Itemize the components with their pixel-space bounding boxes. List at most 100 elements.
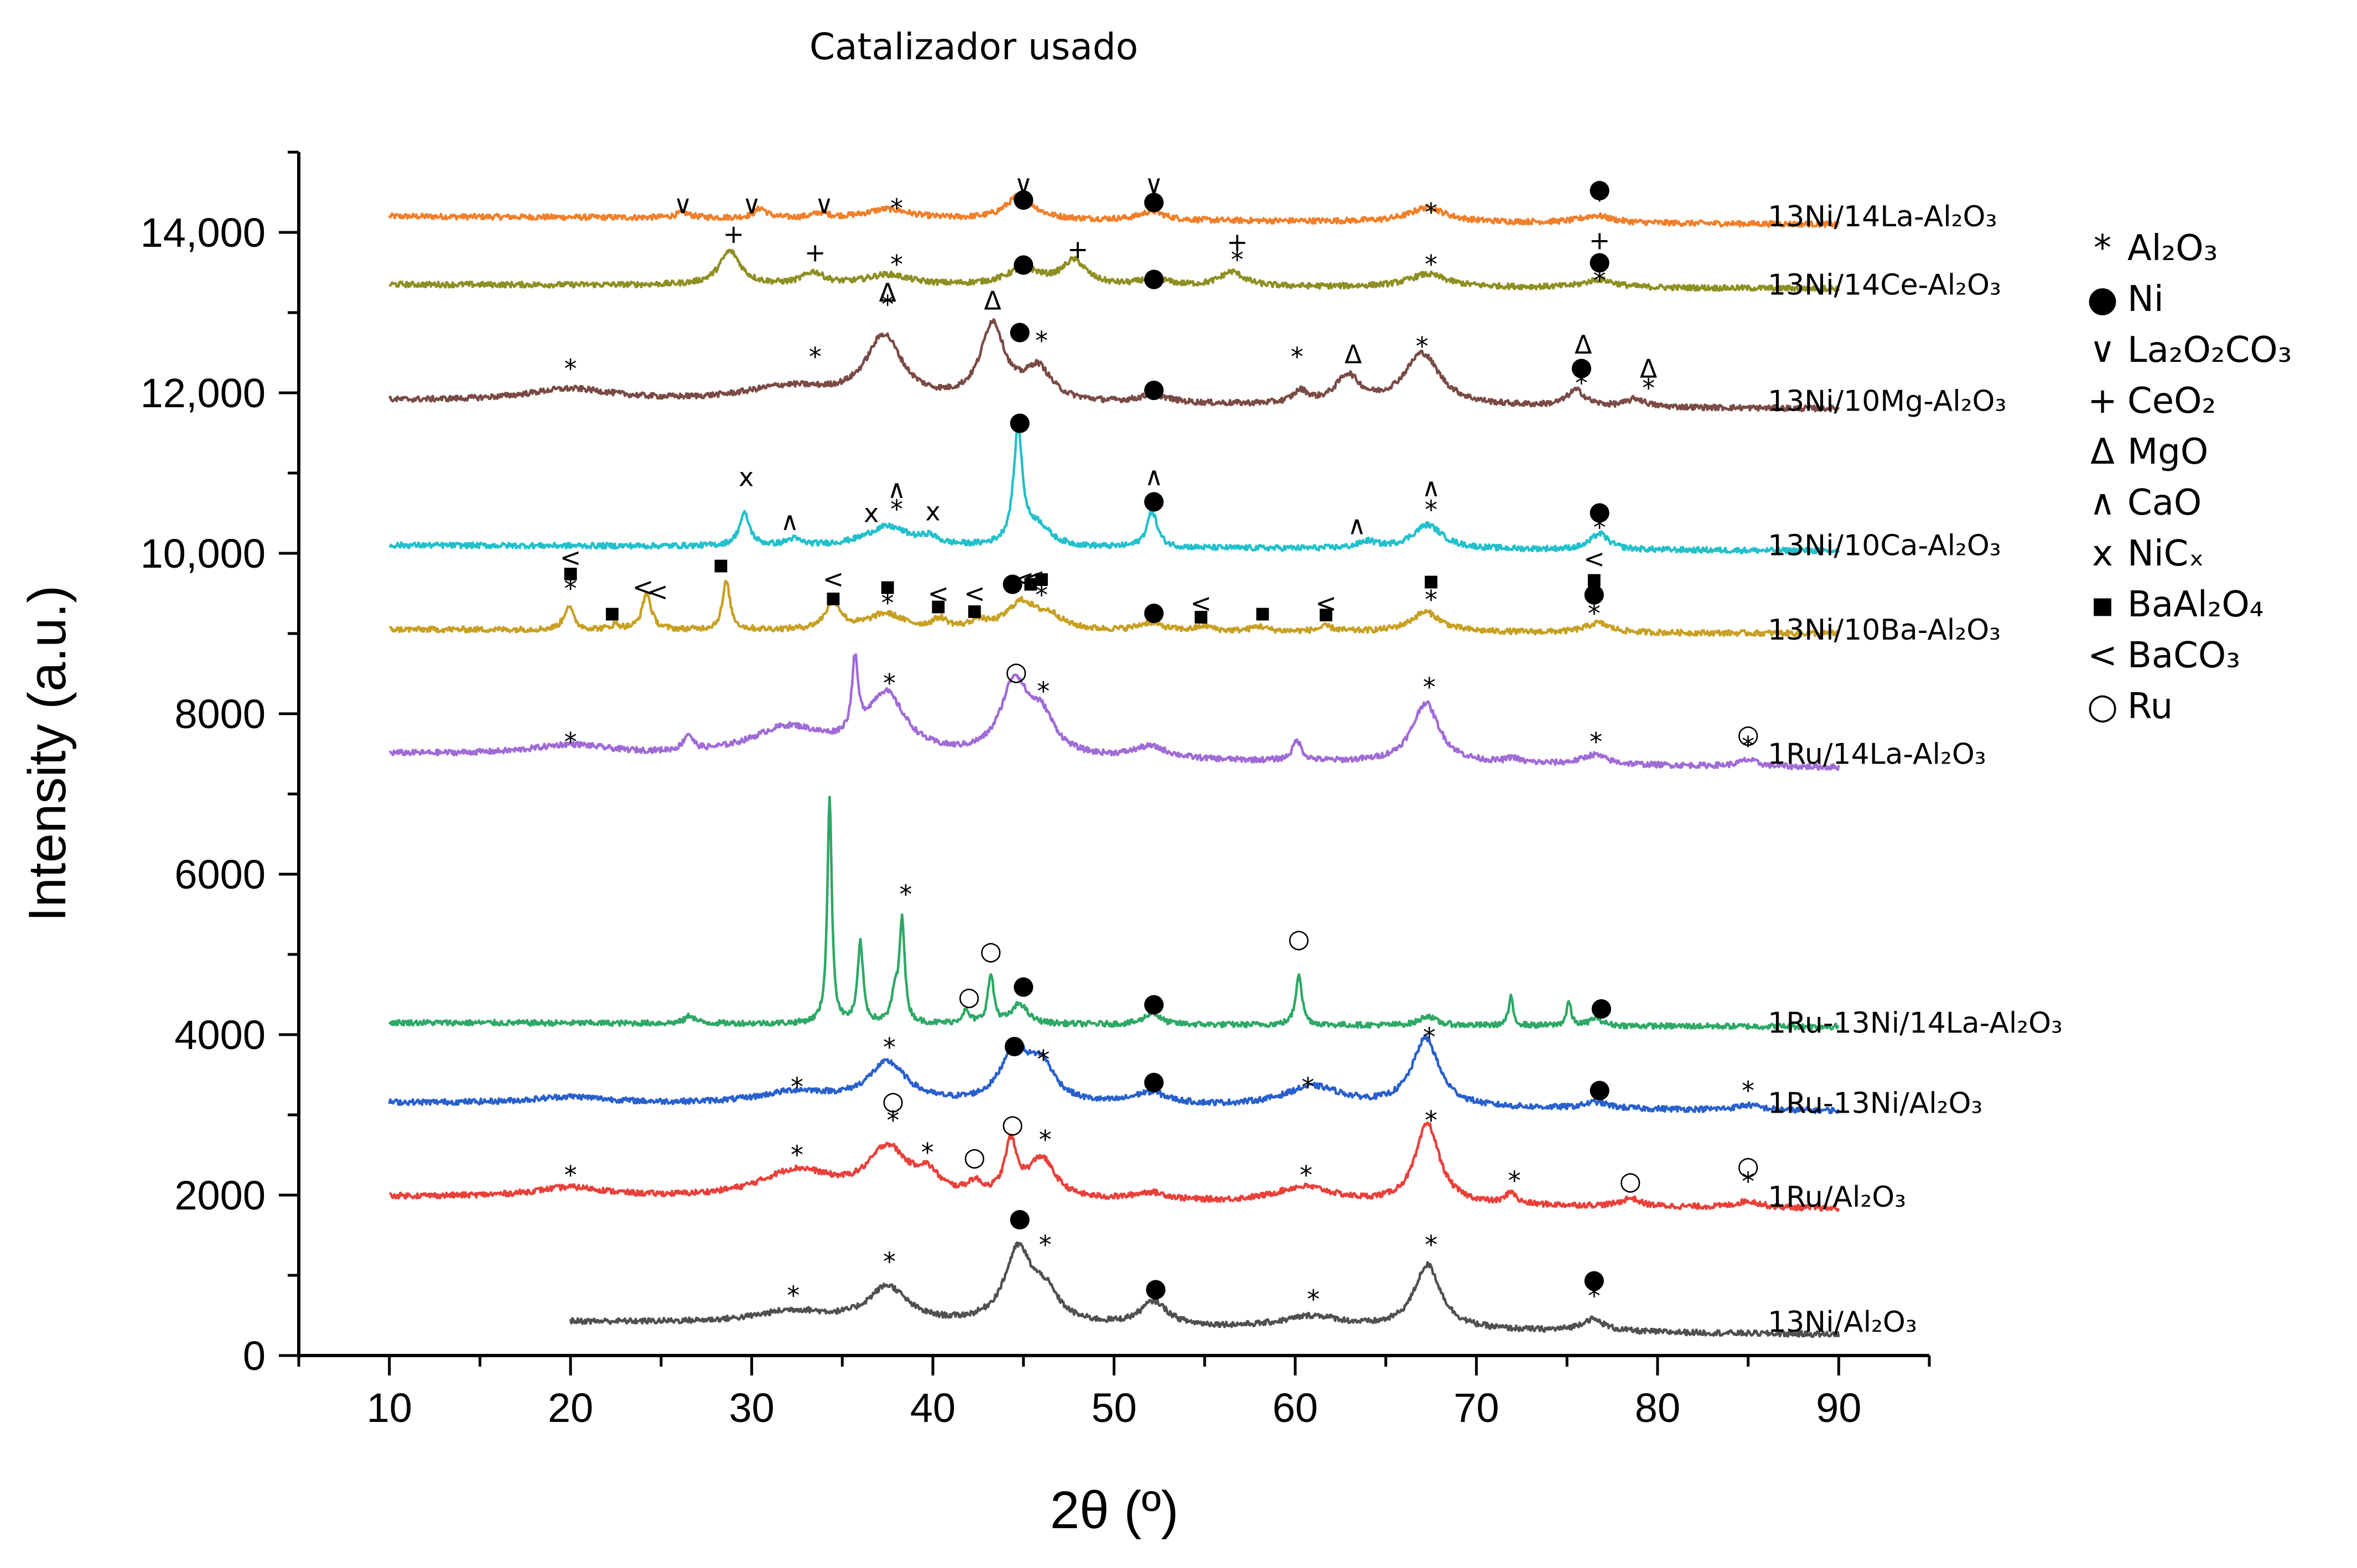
series-layer [388,191,1840,1338]
phase-marker: ▪ [1586,563,1603,593]
phase-marker: ▪ [604,597,621,627]
phase-marker: * [1590,727,1602,757]
chart-title: Catalizador usado [809,25,1138,68]
phase-marker: < [823,564,844,594]
phase-marker: * [1037,676,1050,706]
y-tick-label: 0 [243,1333,266,1379]
phase-marker: * [1588,599,1601,629]
phase-marker: ● [1583,578,1605,608]
phase-marker: ○ [980,936,1002,965]
phase-marker: ● [1143,988,1165,1017]
phase-marker: * [1231,245,1244,274]
phase-marker: * [1035,326,1048,356]
phase-marker: ● [1583,1264,1605,1294]
phase-marker: * [1588,1281,1601,1311]
phase-marker: ● [1013,183,1035,213]
x-tick-label: 70 [1453,1385,1499,1431]
x-tick-label: 60 [1273,1385,1318,1431]
phase-marker: x [739,462,754,492]
phase-marker: ● [1143,262,1165,292]
phase-marker: * [1508,1166,1521,1196]
marker-layer: ∨ ∨ ∨ *∨● ∨● *●*++ * ● +●+* *+●** *Δ* Δ● *●* Δ * Δ●* Δ*x… [560,169,1759,1315]
phase-marker: + [723,219,745,249]
phase-marker: ○ [1001,1109,1024,1139]
legend-label: Ru [2127,686,2173,727]
phase-marker: ● [1003,1029,1025,1059]
phase-marker: * [564,574,577,604]
phase-marker: ● [1143,485,1165,515]
phase-marker: * [887,1105,900,1135]
phase-marker: < [1190,588,1212,618]
x-tick-label: 40 [910,1385,956,1431]
legend-label: CaO [2127,482,2202,523]
phase-marker: ▪ [562,557,579,586]
phase-marker: ▪ [1022,567,1039,597]
legend-symbol: ∨ [2090,330,2116,371]
phase-marker: ● [1145,1273,1167,1302]
x-tick-label: 30 [729,1385,774,1431]
phase-marker: * [1301,1072,1314,1102]
phase-marker: ○ [1287,923,1310,953]
phase-marker: ▪ [966,595,983,625]
phase-marker: ● [1143,1066,1165,1095]
phase-marker: ● [1590,991,1612,1021]
phase-marker: * [1742,1166,1754,1196]
phase-marker: ● [1588,1073,1611,1103]
phase-marker: < [632,572,654,602]
y-ticks: 0 2000 4000 6000 8000 10,000 12,000 14,000 [141,150,299,1379]
legend-symbol: ○ [2087,686,2118,727]
phase-marker: ∨ [1014,169,1033,199]
phase-marker: ● [1009,315,1031,345]
phase-marker: x [925,497,940,527]
phase-marker: ○ [1737,719,1759,749]
phase-marker: ○ [958,981,980,1011]
series-label: 1Ru/Al₂O₃ [1768,1181,1906,1214]
phase-marker: + [1227,227,1248,257]
legend-symbol: x [2092,533,2113,574]
series-label: 1Ru-13Ni/14La-Al₂O₃ [1768,1006,2063,1040]
phase-marker: * [883,1032,896,1062]
x-tick-label: 20 [548,1385,593,1431]
legend-label: Al₂O₃ [2127,228,2218,269]
phase-marker: Δ [1640,354,1658,384]
phase-marker: ○ [1005,656,1027,686]
phase-marker: < [1315,588,1337,618]
series-label: 13Ni/Al₂O₃ [1768,1306,1917,1339]
y-tick-label: 8000 [174,691,266,737]
x-tick-label: 10 [367,1385,412,1431]
phase-marker: * [1425,1230,1437,1260]
phase-marker: * [890,494,903,524]
y-tick-label: 12,000 [141,370,266,416]
phase-marker: * [809,342,822,372]
phase-marker: * [1425,1105,1437,1135]
series-label: 13Ni/14Ce-Al₂O₃ [1768,268,2001,302]
legend-label: CeO₂ [2127,381,2216,422]
series-line-5 [388,653,1840,771]
phase-marker: x [864,499,879,528]
phase-marker: < [928,579,949,609]
x-tick-label: 50 [1091,1385,1136,1431]
phase-marker: ∧ [887,474,906,504]
phase-marker: ● [1143,373,1165,403]
phase-marker: * [1039,1230,1052,1260]
phase-marker: * [787,1280,799,1310]
phase-marker: * [1593,185,1606,215]
phase-marker: ▪ [824,581,842,611]
y-tick-label: 4000 [174,1012,266,1058]
phase-marker: ∨ [743,189,761,219]
phase-marker: * [1742,731,1754,761]
phase-marker: * [564,727,577,757]
phase-marker: * [1742,1076,1754,1106]
phase-marker: ∨ [673,189,692,219]
legend-symbol: ∧ [2090,482,2116,523]
x-tick-label: 80 [1635,1385,1680,1431]
phase-marker: ∧ [1347,510,1366,540]
legend-symbol: + [2088,381,2117,422]
series-line-0 [388,191,1840,229]
phase-marker: * [1593,513,1606,543]
legend-symbol: < [2088,635,2117,676]
y-tick-label: 14,000 [141,210,266,256]
series-line-1 [388,248,1840,293]
phase-marker: ∧ [1145,461,1164,491]
